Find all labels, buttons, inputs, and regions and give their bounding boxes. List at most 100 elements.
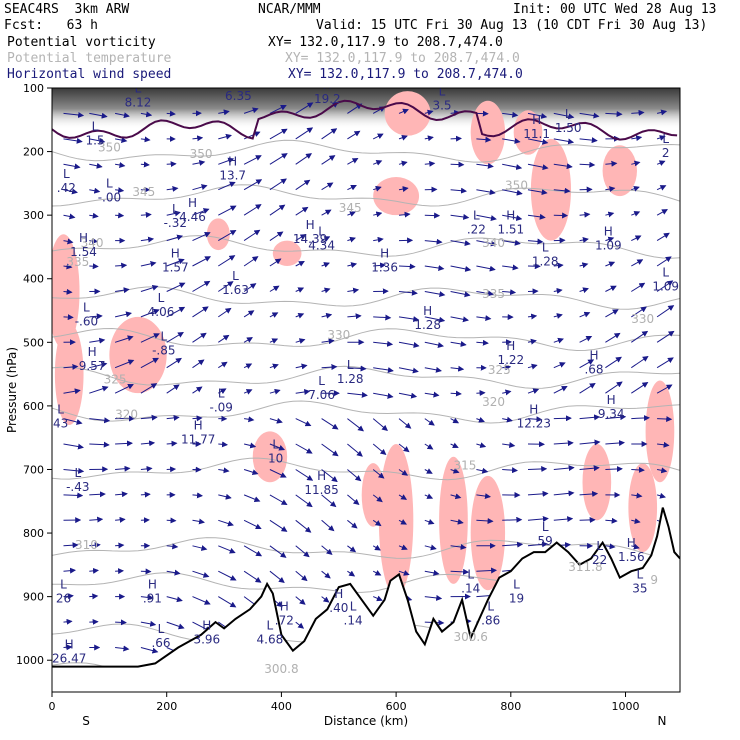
wind-vector-354 (527, 465, 548, 472)
wind-vector-409 (89, 542, 101, 549)
wind-vector-219 (140, 333, 160, 343)
wind-vector-201 (295, 312, 305, 319)
wind-vector-268 (166, 384, 180, 394)
extremum-value-31: 1.28 (337, 372, 364, 386)
wind-vector-33 (295, 127, 314, 140)
wind-vector-168 (63, 288, 73, 295)
wind-vector-187 (553, 287, 563, 294)
wind-vector-413 (192, 545, 208, 551)
wind-vector-182 (424, 291, 446, 298)
x-axis-title: Distance (km) (324, 714, 408, 728)
wind-vector-276 (373, 392, 394, 399)
theta-label-0: 310 (75, 538, 98, 552)
wind-vector-58 (321, 155, 336, 165)
wind-vector-482 (115, 619, 127, 626)
wind-vector-316 (166, 440, 178, 447)
wind-vector-344 (269, 469, 287, 478)
wind-vector-149 (192, 256, 211, 267)
wind-vector-21 (605, 111, 623, 118)
wind-vector-267 (140, 383, 158, 394)
extremum-marker-31: L (347, 358, 354, 372)
wind-vector-29 (192, 135, 204, 142)
wind-vector-252 (373, 367, 394, 373)
theta-label-11: 340 (482, 236, 505, 250)
wind-vector-282 (527, 388, 540, 394)
y-tick-label-1: 200 (23, 146, 44, 159)
wind-vector-171 (140, 284, 159, 292)
wind-vector-318 (218, 441, 228, 448)
wind-vector-269 (192, 386, 203, 394)
wind-vector-48 (63, 163, 81, 170)
wind-vector-459 (140, 594, 154, 601)
wind-vector-484 (166, 621, 185, 630)
wind-vector-506 (115, 645, 130, 652)
pv-shading-11 (645, 380, 675, 483)
wind-vector-404 (579, 516, 596, 523)
wind-vector-64 (476, 162, 494, 169)
wind-vector-111 (450, 213, 470, 220)
extremum-marker-49: H (334, 587, 343, 601)
wind-vector-170 (115, 287, 130, 294)
wind-vector-85 (398, 186, 409, 193)
field-xy-pv: XY= 132.0,117.9 to 208.7,474.0 (268, 35, 503, 50)
wind-vector-448 (476, 567, 498, 574)
wind-vector-392 (269, 519, 288, 532)
wind-vector-83 (347, 184, 357, 191)
extremum-value-45: .91 (143, 591, 162, 605)
y-tick-label-4: 500 (23, 336, 44, 349)
wind-vector-489 (295, 621, 305, 629)
wind-vector-140 (579, 237, 589, 243)
extremum-value-32: 7.06 (308, 388, 335, 402)
extremum-marker-28: H (506, 339, 515, 353)
wind-vector-199 (243, 310, 255, 318)
wind-vector-277 (398, 392, 418, 399)
y-tick-label-7: 800 (23, 527, 44, 540)
wind-vector-152 (269, 258, 282, 267)
wind-vector-266 (114, 383, 134, 394)
wind-vector-264 (63, 388, 81, 395)
extremum-value-20: 1.28 (532, 254, 559, 268)
extremum-value-24: 4.06 (148, 305, 175, 319)
extremum-value-23: 1.63 (222, 283, 249, 297)
wind-vector-109 (398, 211, 411, 218)
extremum-marker-37: H (194, 418, 203, 432)
wind-vector-112 (476, 214, 497, 221)
wind-vector-103 (243, 204, 262, 216)
wind-vector-240 (63, 363, 79, 370)
wind-vector-161 (502, 264, 519, 271)
pv-shading-8 (530, 138, 572, 241)
wind-vector-93 (605, 186, 616, 192)
wind-vector-3 (140, 111, 153, 118)
wind-vector-300 (372, 418, 388, 432)
wind-vector-192 (63, 314, 74, 321)
wind-vector-417 (295, 545, 310, 558)
wind-vector-391 (243, 519, 262, 530)
wind-vector-74 (115, 187, 125, 194)
wind-vector-359 (657, 467, 668, 474)
wind-vector-416 (269, 545, 287, 558)
wind-vector-237 (605, 332, 621, 343)
pv-shading-5 (378, 444, 414, 597)
wind-vector-151 (243, 256, 259, 267)
wind-vector-34 (321, 128, 338, 140)
extremum-value-19: 1.51 (497, 223, 524, 237)
wind-vector-41 (502, 138, 521, 144)
wind-vector-432 (63, 567, 76, 574)
wind-vector-22 (631, 109, 645, 116)
wind-vector-150 (218, 255, 236, 267)
wind-vector-195 (140, 308, 160, 318)
wind-vector-89 (502, 189, 523, 196)
wind-vector-419 (347, 545, 357, 553)
wind-vector-361 (89, 491, 106, 498)
x-tick-label-0: 0 (49, 700, 56, 713)
wind-vector-336 (63, 467, 85, 474)
wind-vector-374 (424, 493, 434, 499)
wind-vector-297 (295, 418, 312, 427)
wind-vector-383 (656, 492, 666, 499)
y-tick-label-9: 1000 (16, 654, 44, 667)
wind-vector-430 (631, 543, 640, 550)
extremum-value-17: 1.36 (371, 261, 398, 275)
plot-frame (51, 87, 681, 693)
wind-vector-229 (398, 341, 420, 348)
wind-vector-244 (166, 357, 182, 369)
